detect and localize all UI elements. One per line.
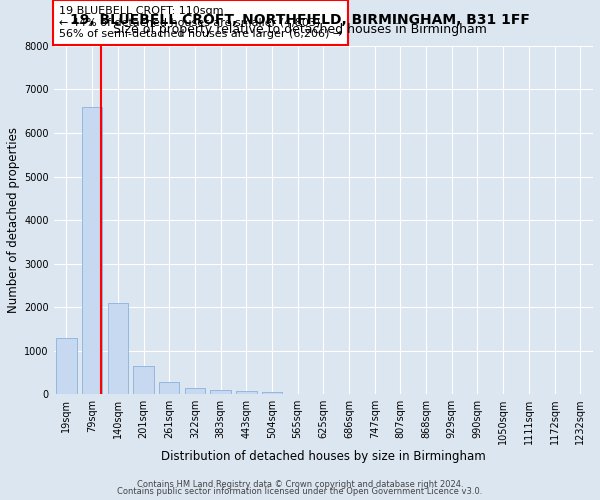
Bar — [56, 338, 77, 394]
X-axis label: Distribution of detached houses by size in Birmingham: Distribution of detached houses by size … — [161, 450, 486, 463]
Text: Size of property relative to detached houses in Birmingham: Size of property relative to detached ho… — [113, 22, 487, 36]
Bar — [210, 390, 231, 394]
Bar — [107, 302, 128, 394]
Text: 19, BLUEBELL CROFT, NORTHFIELD, BIRMINGHAM, B31 1FF: 19, BLUEBELL CROFT, NORTHFIELD, BIRMINGH… — [70, 12, 530, 26]
Bar — [185, 388, 205, 394]
Bar — [236, 391, 257, 394]
Text: Contains HM Land Registry data © Crown copyright and database right 2024.: Contains HM Land Registry data © Crown c… — [137, 480, 463, 489]
Bar — [133, 366, 154, 394]
Y-axis label: Number of detached properties: Number of detached properties — [7, 127, 20, 313]
Text: 19 BLUEBELL CROFT: 110sqm
← 44% of detached houses are smaller (4,803)
56% of se: 19 BLUEBELL CROFT: 110sqm ← 44% of detac… — [59, 6, 342, 39]
Bar — [159, 382, 179, 394]
Bar — [262, 392, 282, 394]
Bar — [82, 107, 103, 394]
Text: Contains public sector information licensed under the Open Government Licence v3: Contains public sector information licen… — [118, 487, 482, 496]
